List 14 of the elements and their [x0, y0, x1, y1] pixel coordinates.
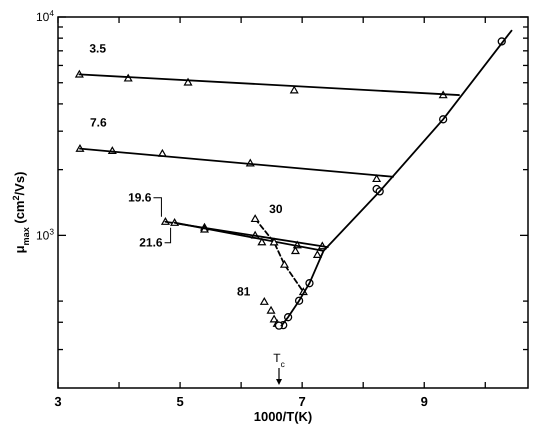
y-tick-label: 10$^{3}$ — [36, 226, 54, 242]
x-tick-label: 3 — [54, 394, 62, 409]
legend-label: 21.6 — [139, 236, 163, 250]
x-axis-title: 1000/T(K) — [254, 409, 312, 424]
x-tick-label: 7 — [298, 394, 306, 409]
series-label: 3.5 — [89, 41, 106, 56]
series-label: 81 — [236, 284, 251, 299]
annotation: T$_{c}$ — [273, 351, 285, 369]
series-label: 19.6 — [128, 190, 152, 205]
y-tick-label: 10$^{4}$ — [36, 8, 54, 24]
series-label: 30 — [269, 202, 283, 216]
series-label: 7.6 — [90, 116, 107, 130]
x-tick-label: 9 — [420, 394, 428, 409]
x-tick-label: 5 — [176, 394, 184, 409]
